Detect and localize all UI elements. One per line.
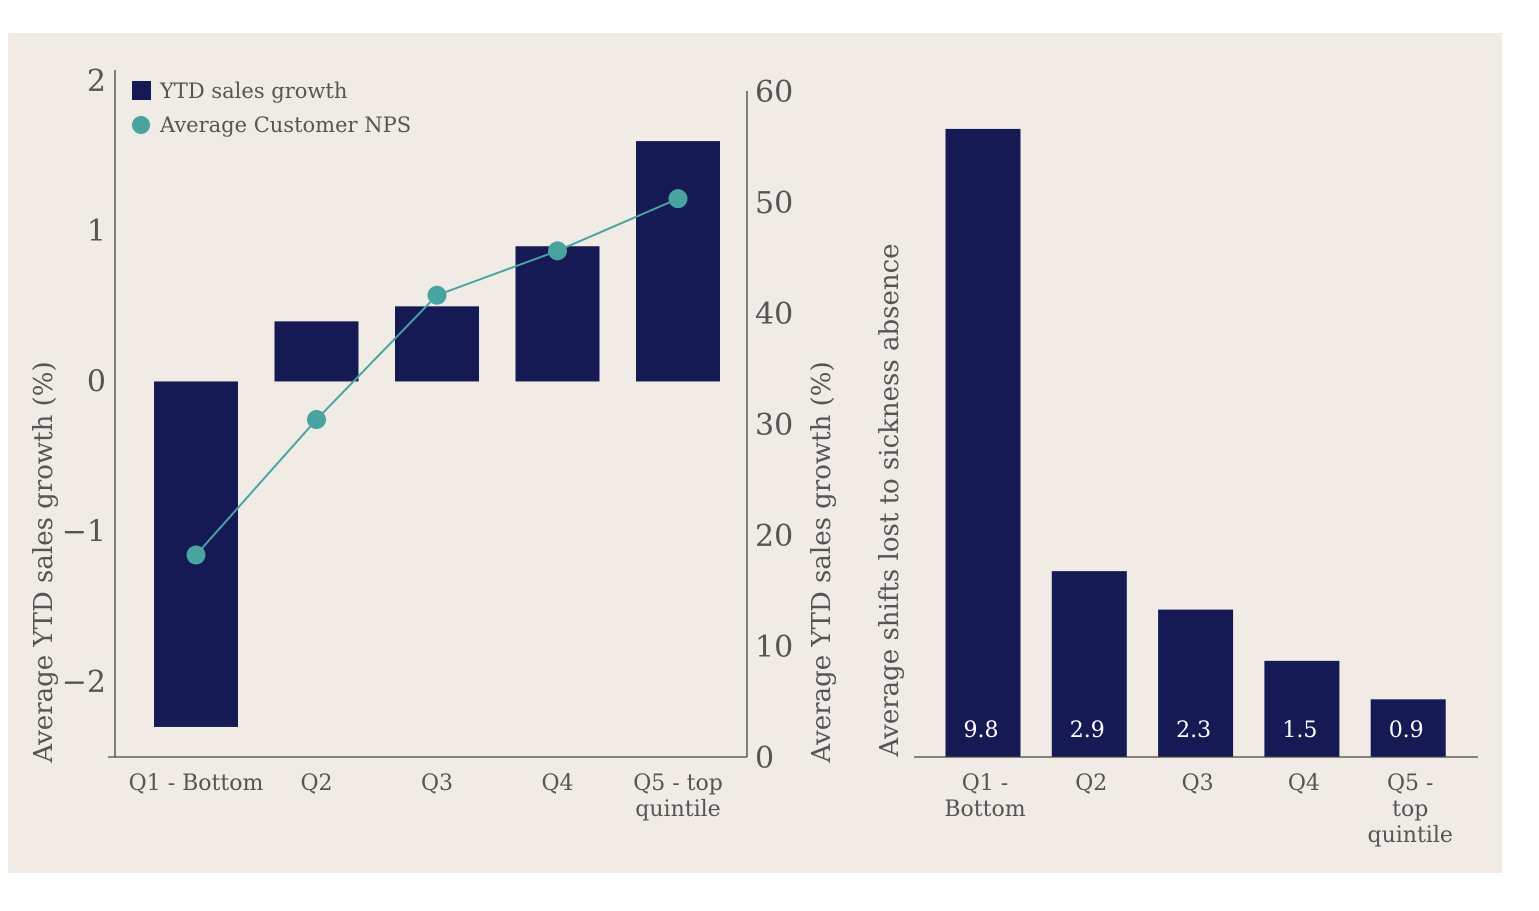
y2-tick-label: 50 <box>755 186 793 221</box>
left-y-tick-labels: 2 1 0 −1 −2 <box>62 64 106 700</box>
nps-point-q4 <box>548 241 567 261</box>
absence-value-label: 2.9 <box>1070 718 1105 743</box>
absence-value-label: 1.5 <box>1282 718 1317 743</box>
y2-tick-label: 40 <box>755 297 793 332</box>
nps-point-q5-top-quintile <box>668 189 688 209</box>
category-label-q5-top-quintile: Q5 - top quintile <box>633 771 723 822</box>
legend-line-swatch <box>132 116 150 134</box>
absence-category-label-q2: Q2 <box>1075 771 1107 796</box>
chart-legend: YTD sales growth Average Customer NPS <box>132 79 411 137</box>
nps-line-series <box>186 189 688 565</box>
left-y-axis-title: Average YTD sales growth (%) <box>29 361 59 763</box>
right-category-labels: Q1 -Bottom Q2 Q3 Q4 Q5 -top quintile <box>944 771 1452 848</box>
right-y-axis-title: Average YTD sales growth (%) <box>807 361 837 763</box>
y-tick-label: −2 <box>62 665 106 700</box>
category-label-q1-bottom: Q1 - Bottom <box>129 771 264 796</box>
absence-bar-q1-bottom <box>945 128 1021 758</box>
left-category-labels: Q1 - Bottom Q2 Q3 Q4 Q5 - top quintile <box>129 771 723 822</box>
absence-bars <box>945 128 1446 758</box>
absence-value-label: 2.3 <box>1176 718 1211 743</box>
left-chart-axes <box>108 70 748 758</box>
y2-tick-label: 60 <box>755 75 793 110</box>
absence-y-axis-title: Average shifts lost to sickness absence <box>875 243 905 757</box>
y2-tick-label: 0 <box>755 741 774 776</box>
absence-value-label: 0.9 <box>1389 718 1424 743</box>
right-y-tick-labels: 60 50 40 30 20 10 0 <box>755 75 793 776</box>
category-label-q2: Q2 <box>300 771 332 796</box>
y2-tick-label: 20 <box>755 519 793 554</box>
y-tick-label: −1 <box>62 515 106 550</box>
absence-bar-value-labels: 9.8 2.9 2.3 1.5 0.9 <box>964 718 1424 743</box>
absence-category-label-q1-bottom: Q1 -Bottom <box>944 771 1025 822</box>
y-tick-label: 2 <box>87 64 106 99</box>
nps-point-q2 <box>307 410 326 430</box>
y-tick-label: 1 <box>87 214 106 249</box>
category-label-q4: Q4 <box>541 771 573 796</box>
category-label-q3: Q3 <box>421 771 453 796</box>
absence-bar-q5-top-quintile <box>1370 699 1446 757</box>
absence-value-label: 9.8 <box>964 718 999 743</box>
bar-q5-top-quintile <box>636 141 720 382</box>
bar-q4 <box>515 246 600 382</box>
legend-bar-label: YTD sales growth <box>159 79 347 103</box>
y2-tick-label: 10 <box>755 630 793 665</box>
legend-line-label: Average Customer NPS <box>159 113 411 137</box>
bar-q3 <box>395 306 479 382</box>
absence-bar-q3 <box>1158 609 1234 757</box>
nps-point-q3 <box>427 285 447 305</box>
y-tick-label: 0 <box>87 364 106 399</box>
absence-bar-q4 <box>1264 660 1340 757</box>
bar-q2 <box>274 321 359 382</box>
absence-bar-q2 <box>1051 571 1127 757</box>
chart-background <box>8 33 1502 873</box>
sickness-absence-chart: 9.8 2.9 2.3 1.5 0.9 Q1 -Bottom Q2 Q3 Q4 Q5 -top q… <box>875 128 1478 848</box>
nps-point-q1-bottom <box>186 545 206 565</box>
y2-tick-label: 30 <box>755 408 793 443</box>
legend-bar-swatch <box>132 81 151 100</box>
absence-category-label-q4: Q4 <box>1288 771 1320 796</box>
absence-category-label-q3: Q3 <box>1182 771 1214 796</box>
absence-category-label-q5-top-quintile: Q5 -top quintile <box>1368 771 1453 848</box>
